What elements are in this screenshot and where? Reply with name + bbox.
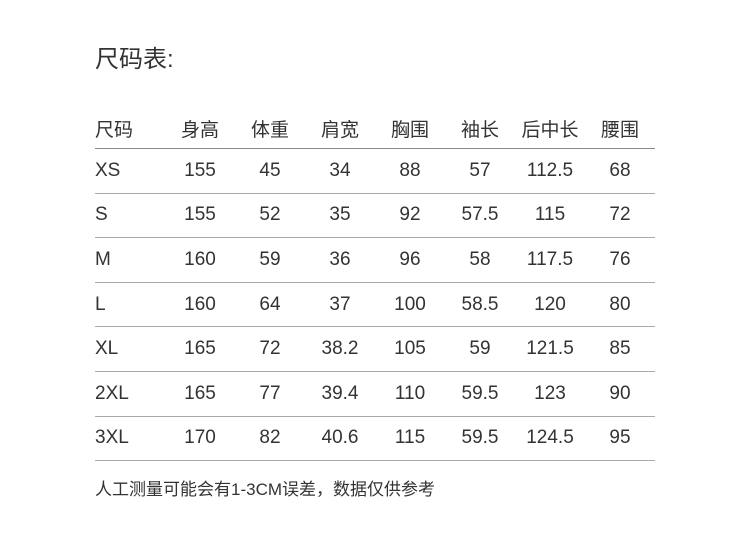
measurement-cell: 100 xyxy=(375,282,445,328)
table-row: 2XL 165 77 39.4 110 59.5 123 90 xyxy=(95,371,655,417)
measurement-cell: 112.5 xyxy=(515,148,585,194)
column-header: 体重 xyxy=(235,109,305,149)
size-cell: M xyxy=(95,237,165,283)
measurement-cell: 40.6 xyxy=(305,416,375,462)
column-header: 后中长 xyxy=(515,109,585,149)
measurement-cell: 90 xyxy=(585,371,655,417)
measurement-cell: 92 xyxy=(375,193,445,239)
measurement-cell: 45 xyxy=(235,148,305,194)
measurement-cell: 59 xyxy=(445,326,515,372)
measurement-cell: 59.5 xyxy=(445,416,515,462)
measurement-cell: 121.5 xyxy=(515,326,585,372)
measurement-cell: 124.5 xyxy=(515,416,585,462)
column-header: 胸围 xyxy=(375,109,445,149)
table-row: L 160 64 37 100 58.5 120 80 xyxy=(95,282,655,328)
measurement-cell: 37 xyxy=(305,282,375,328)
measurement-cell: 59.5 xyxy=(445,371,515,417)
measurement-cell: 115 xyxy=(375,416,445,462)
measurement-cell: 96 xyxy=(375,237,445,283)
column-header: 身高 xyxy=(165,109,235,149)
measurement-cell: 72 xyxy=(585,193,655,239)
measurement-cell: 35 xyxy=(305,193,375,239)
table-row: XS 155 45 34 88 57 112.5 68 xyxy=(95,148,655,194)
measurement-cell: 77 xyxy=(235,371,305,417)
measurement-cell: 165 xyxy=(165,326,235,372)
table-header-row: 尺码 身高 体重 肩宽 胸围 袖长 后中长 腰围 xyxy=(95,109,655,149)
measurement-cell: 34 xyxy=(305,148,375,194)
measurement-cell: 110 xyxy=(375,371,445,417)
measurement-cell: 160 xyxy=(165,282,235,328)
measurement-cell: 165 xyxy=(165,371,235,417)
measurement-cell: 57 xyxy=(445,148,515,194)
measurement-cell: 52 xyxy=(235,193,305,239)
column-header: 袖长 xyxy=(445,109,515,149)
measurement-cell: 68 xyxy=(585,148,655,194)
table-row: S 155 52 35 92 57.5 115 72 xyxy=(95,193,655,239)
measurement-cell: 38.2 xyxy=(305,326,375,372)
measurement-cell: 88 xyxy=(375,148,445,194)
size-cell: S xyxy=(95,193,165,239)
measurement-cell: 80 xyxy=(585,282,655,328)
measurement-cell: 160 xyxy=(165,237,235,283)
size-chart-table: 尺码 身高 体重 肩宽 胸围 袖长 后中长 腰围 XS 155 45 34 88 57 112.5 68 S 1… xyxy=(95,109,655,462)
measurement-cell: 36 xyxy=(305,237,375,283)
measurement-cell: 85 xyxy=(585,326,655,372)
measurement-cell: 57.5 xyxy=(445,193,515,239)
measurement-cell: 95 xyxy=(585,416,655,462)
size-cell: 2XL xyxy=(95,371,165,417)
measurement-cell: 59 xyxy=(235,237,305,283)
size-cell: XL xyxy=(95,326,165,372)
column-header: 尺码 xyxy=(95,109,165,149)
size-cell: XS xyxy=(95,148,165,194)
measurement-cell: 105 xyxy=(375,326,445,372)
measurement-cell: 82 xyxy=(235,416,305,462)
measurement-cell: 123 xyxy=(515,371,585,417)
table-row: M 160 59 36 96 58 117.5 76 xyxy=(95,237,655,283)
column-header: 肩宽 xyxy=(305,109,375,149)
table-row: 3XL 170 82 40.6 115 59.5 124.5 95 xyxy=(95,416,655,462)
measurement-cell: 170 xyxy=(165,416,235,462)
measurement-cell: 117.5 xyxy=(515,237,585,283)
measurement-note: 人工测量可能会有1-3CM误差，数据仅供参考 xyxy=(95,480,436,499)
table-row: XL 165 72 38.2 105 59 121.5 85 xyxy=(95,326,655,372)
measurement-cell: 39.4 xyxy=(305,371,375,417)
measurement-cell: 155 xyxy=(165,148,235,194)
measurement-cell: 64 xyxy=(235,282,305,328)
measurement-cell: 72 xyxy=(235,326,305,372)
measurement-cell: 58.5 xyxy=(445,282,515,328)
measurement-cell: 76 xyxy=(585,237,655,283)
column-header: 腰围 xyxy=(585,109,655,149)
measurement-cell: 120 xyxy=(515,282,585,328)
measurement-cell: 115 xyxy=(515,193,585,239)
measurement-cell: 58 xyxy=(445,237,515,283)
size-cell: 3XL xyxy=(95,416,165,462)
page-title: 尺码表: xyxy=(95,46,174,73)
size-cell: L xyxy=(95,282,165,328)
measurement-cell: 155 xyxy=(165,193,235,239)
